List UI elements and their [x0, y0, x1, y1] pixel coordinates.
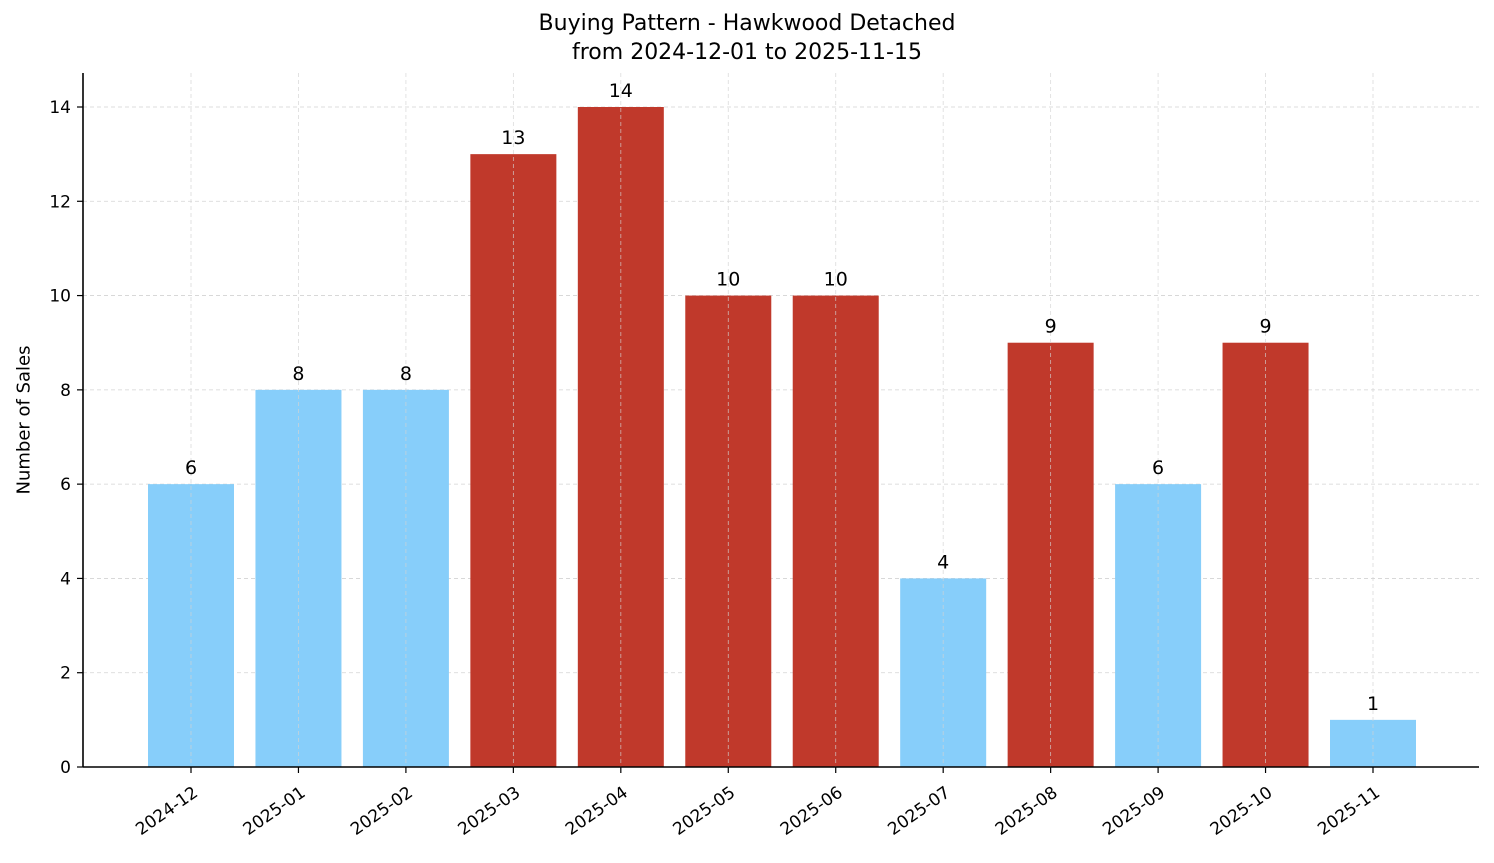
- bar-value-label: 6: [185, 457, 197, 479]
- vertical-grid-lines: [190, 73, 1374, 767]
- bar-2025-07: [900, 578, 987, 767]
- x-tick-label: 2025-02: [347, 783, 417, 840]
- x-tick-label: 2025-07: [884, 783, 954, 840]
- x-tick-label: 2025-08: [992, 783, 1062, 840]
- x-tick-label: 2025-06: [777, 783, 847, 840]
- bar-value-label: 8: [400, 363, 412, 385]
- chart-title: Buying Pattern - Hawkwood Detached: [538, 11, 956, 36]
- x-tick-label: 2025-10: [1207, 783, 1277, 840]
- x-tick-label: 2025-04: [562, 783, 632, 840]
- y-axis-ticks: 0 2 4 6 8 10 12 14: [49, 98, 83, 778]
- x-axis-ticks: 2024-12 2025-01 2025-02 2025-03 2025-04 2025-…: [132, 767, 1384, 840]
- x-tick-label: 2025-03: [455, 783, 525, 840]
- y-tick-label: 6: [60, 475, 71, 495]
- x-tick-label: 2024-12: [132, 783, 202, 840]
- axes: [82, 73, 1479, 768]
- y-tick-label: 10: [49, 287, 71, 307]
- bar-value-label: 10: [716, 269, 740, 291]
- x-tick-label: 2025-05: [669, 783, 739, 840]
- bar-value-label: 14: [609, 80, 633, 102]
- y-tick-label: 4: [60, 569, 71, 589]
- bar-value-label: 8: [292, 363, 304, 385]
- bar-value-label: 13: [501, 127, 525, 149]
- chart-subtitle: from 2024-12-01 to 2025-11-15: [572, 40, 922, 65]
- bar-value-label: 4: [937, 551, 949, 573]
- bars: [148, 107, 1416, 768]
- bar-value-label: 10: [824, 269, 848, 291]
- bar-value-label: 6: [1152, 457, 1164, 479]
- x-tick-label: 2025-01: [240, 783, 310, 840]
- y-tick-label: 8: [60, 381, 71, 401]
- y-tick-label: 2: [60, 664, 71, 684]
- bar-value-label: 1: [1367, 693, 1379, 715]
- bar-value-label: 9: [1045, 316, 1057, 338]
- bar-value-label: 9: [1259, 316, 1271, 338]
- data-labels: 6 8 8 13 14 10 10 4 9 6 9 1: [185, 80, 1379, 715]
- y-tick-label: 0: [60, 758, 71, 778]
- x-tick-label: 2025-09: [1099, 783, 1169, 840]
- x-tick-label: 2025-11: [1314, 783, 1384, 840]
- y-tick-label: 14: [49, 98, 71, 118]
- y-tick-label: 12: [49, 192, 71, 212]
